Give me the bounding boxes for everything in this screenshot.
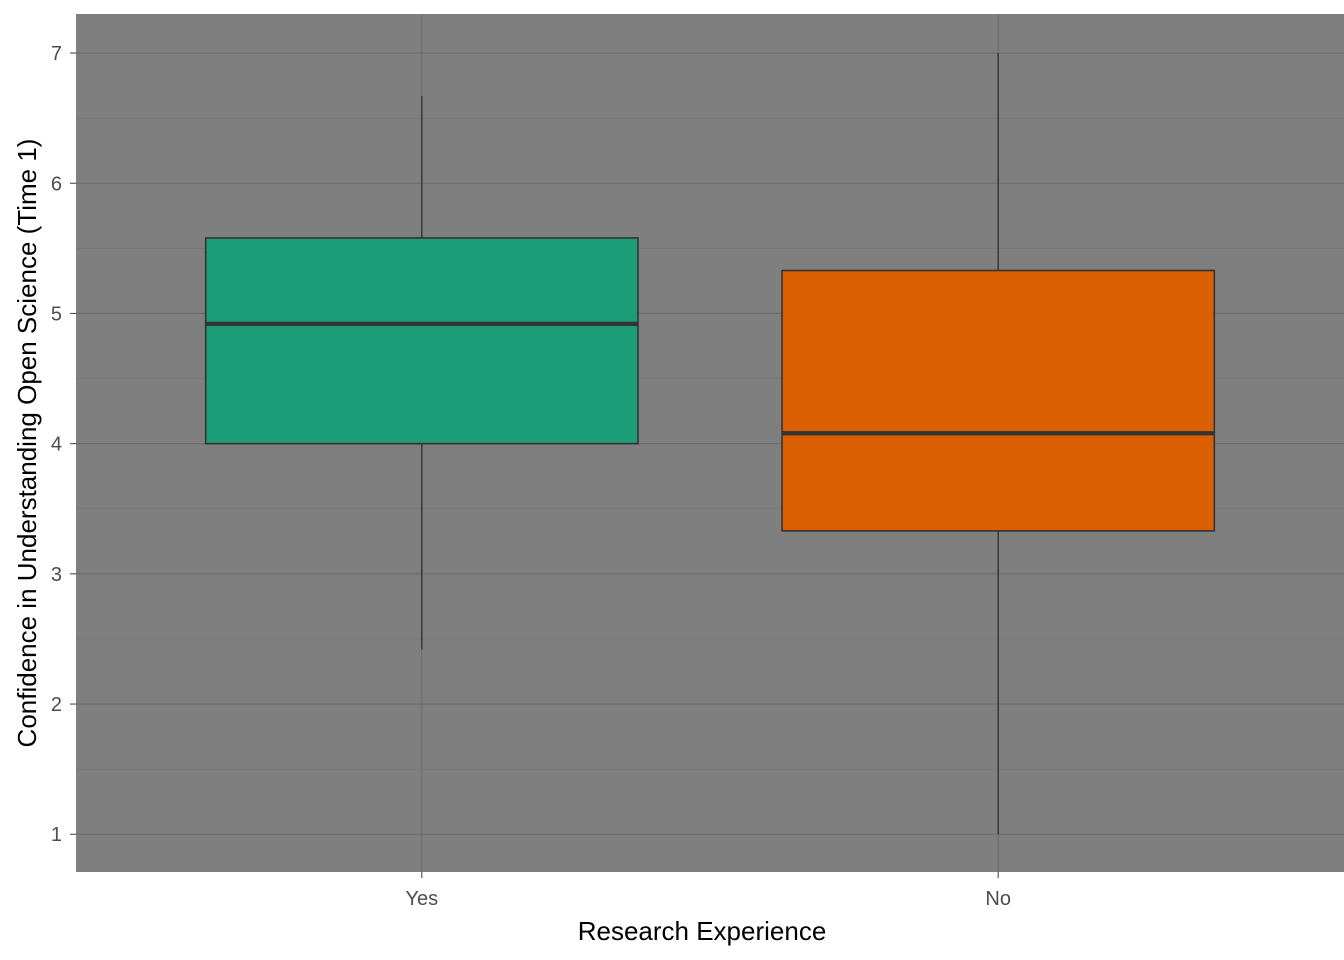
box-group-no [781,53,1216,835]
box-group-yes [204,96,639,650]
y-tick-label: 3 [51,564,62,586]
x-tick-label: No [985,888,1011,910]
x-axis-title: Research Experience [578,916,827,946]
y-tick-label: 4 [51,434,62,456]
y-tick-label: 6 [51,173,62,195]
axis-layer: 1 2 3 4 5 6 7 Yes No [51,43,1011,910]
y-axis-title: Confidence in Understanding Open Science… [12,139,42,748]
y-tick-label: 1 [51,824,62,846]
y-tick-label: 2 [51,694,62,716]
x-tick-label: Yes [405,888,438,910]
y-tick-label: 5 [51,303,62,325]
box-iqr [781,269,1216,532]
box-iqr [204,237,639,445]
y-tick-label: 7 [51,43,62,65]
box-layer [204,53,1216,835]
